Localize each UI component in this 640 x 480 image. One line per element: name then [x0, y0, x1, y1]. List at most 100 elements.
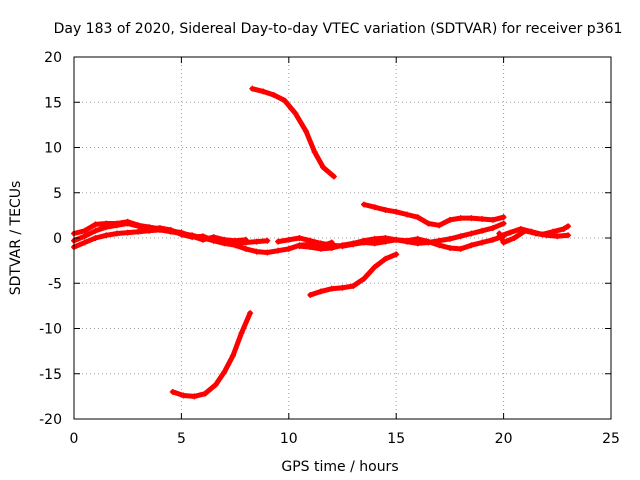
data-point [169, 388, 176, 395]
y-tick-label: 15 [44, 95, 62, 111]
data-point [560, 225, 567, 232]
grid-lines [74, 57, 611, 419]
data-point [425, 239, 432, 246]
data-point [81, 239, 88, 246]
y-tick-label: -10 [39, 322, 62, 338]
data-point [479, 239, 486, 246]
data-point [275, 247, 282, 254]
data-point [103, 224, 110, 231]
data-point [229, 352, 236, 359]
data-point [221, 240, 228, 247]
data-point [113, 222, 120, 229]
data-point [135, 223, 142, 230]
x-tick-label: 25 [602, 431, 620, 447]
x-tick-label: 0 [70, 431, 79, 447]
data-point [199, 233, 206, 240]
data-point [382, 206, 389, 213]
data-point [371, 263, 378, 270]
axis-ticks: 0 5 10 15 20 25 20 15 10 5 0 -5 -10 -15 -20 [39, 50, 620, 447]
data-point [124, 229, 131, 236]
data-point [468, 230, 475, 237]
data-point [468, 215, 475, 222]
data-point [517, 225, 524, 232]
data-point [320, 164, 327, 171]
data-point [113, 230, 120, 237]
data-point [500, 239, 507, 246]
data-point [264, 249, 271, 256]
data-point [457, 233, 464, 240]
data-point [156, 225, 163, 232]
y-tick-label: 20 [44, 50, 62, 66]
x-tick-label: 5 [177, 431, 186, 447]
data-point [212, 381, 219, 388]
data-point [393, 236, 400, 243]
data-point [489, 236, 496, 243]
data-point [92, 227, 99, 234]
data-point [360, 275, 367, 282]
data-point [281, 97, 288, 104]
data-point [253, 248, 260, 255]
y-tick-label: 10 [44, 141, 62, 157]
data-point [446, 235, 453, 242]
data-point [511, 235, 518, 241]
data-point [307, 237, 314, 244]
data-point [249, 85, 256, 92]
data-point [436, 237, 443, 244]
data-point [507, 229, 514, 236]
x-tick-label: 15 [387, 431, 405, 447]
y-tick-label: -20 [39, 412, 62, 428]
series-arc-9-trace [249, 86, 337, 179]
data-point [457, 215, 464, 222]
data-point [360, 201, 367, 208]
data-point [202, 390, 209, 397]
data-point [232, 242, 239, 249]
data-point [296, 243, 303, 250]
data-point [318, 245, 325, 252]
data-point [124, 220, 131, 227]
data-point [500, 220, 507, 227]
data-point [468, 242, 475, 249]
data-point [393, 251, 400, 258]
data-point [221, 368, 228, 375]
data-point [500, 214, 507, 221]
data-point [307, 292, 314, 299]
data-point [446, 244, 453, 251]
data-point [318, 240, 325, 247]
chart-title: Day 183 of 2020, Sidereal Day-to-day VTE… [54, 21, 623, 37]
series-arc-11-trace [170, 310, 253, 399]
data-point [81, 227, 88, 234]
data-point [92, 221, 99, 228]
data-point [285, 245, 292, 252]
data-point [242, 245, 249, 252]
data-point [328, 244, 335, 251]
data-point [302, 128, 309, 135]
x-axis-label: GPS time / hours [281, 459, 398, 475]
data-point [253, 238, 260, 245]
data-point [446, 216, 453, 223]
data-point [167, 226, 174, 233]
data-point [296, 235, 303, 241]
data-point [550, 228, 557, 235]
data-point [479, 227, 486, 234]
data-point [350, 240, 357, 247]
data-point [285, 236, 292, 243]
data-series [71, 85, 572, 400]
data-point [318, 288, 325, 295]
data-point [238, 330, 245, 337]
data-point [393, 208, 400, 215]
data-point [414, 240, 421, 247]
data-point [565, 232, 572, 239]
data-point [275, 238, 282, 245]
y-tick-label: -15 [39, 367, 62, 383]
data-point [403, 238, 410, 245]
data-point [382, 255, 389, 262]
data-point [554, 233, 561, 240]
data-point [339, 242, 346, 249]
data-point [328, 285, 335, 292]
data-point [528, 228, 535, 235]
data-point [350, 282, 357, 289]
data-point [371, 235, 378, 242]
data-point [103, 232, 110, 239]
data-point [260, 88, 267, 95]
